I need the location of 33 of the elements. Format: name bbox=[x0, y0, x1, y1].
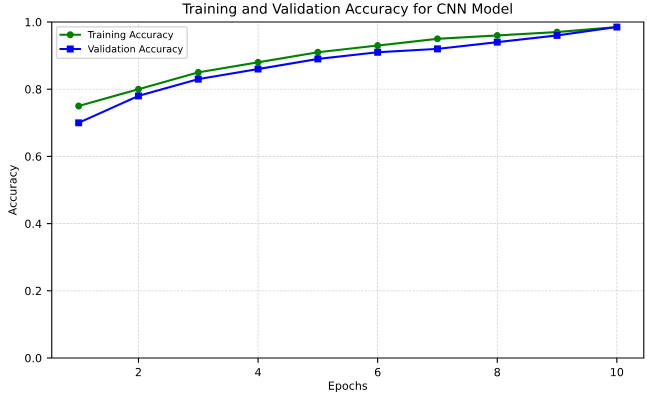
point bbox=[374, 42, 382, 49]
y-tick-label: 0.0 bbox=[25, 354, 42, 362]
point bbox=[494, 32, 501, 39]
chart-title: Training and Validation Accuracy for CNN Model bbox=[182, 3, 512, 17]
point bbox=[374, 48, 382, 56]
point bbox=[434, 35, 441, 42]
point bbox=[434, 45, 441, 52]
y-tick-label: 1.0 bbox=[26, 18, 42, 26]
point bbox=[75, 102, 82, 110]
y-axis-title: Accuracy bbox=[8, 164, 19, 216]
x-tick-label: 10 bbox=[611, 368, 624, 376]
point bbox=[494, 38, 501, 46]
point bbox=[194, 76, 202, 83]
point bbox=[134, 92, 142, 100]
point bbox=[134, 86, 142, 93]
point bbox=[194, 68, 202, 76]
point bbox=[254, 58, 262, 66]
point bbox=[314, 48, 322, 56]
point bbox=[554, 32, 561, 39]
x-axis-title: Epochs bbox=[328, 381, 368, 392]
x-tick-label: 8 bbox=[494, 368, 500, 376]
y-tick-label: 0.8 bbox=[25, 85, 42, 94]
y-tick-label: 0.4 bbox=[25, 220, 42, 228]
point bbox=[254, 66, 262, 73]
x-tick-label: 2 bbox=[136, 368, 141, 376]
point bbox=[75, 119, 82, 126]
x-tick-label: 6 bbox=[374, 368, 380, 376]
x-tick-label: 4 bbox=[255, 368, 261, 376]
legend-label: Validation Accuracy bbox=[88, 45, 183, 54]
y-tick-label: 0.2 bbox=[25, 286, 41, 296]
legend-label: Training Accuracy bbox=[88, 30, 174, 40]
y-tick-label: 0.6 bbox=[25, 152, 42, 161]
point bbox=[314, 55, 322, 62]
